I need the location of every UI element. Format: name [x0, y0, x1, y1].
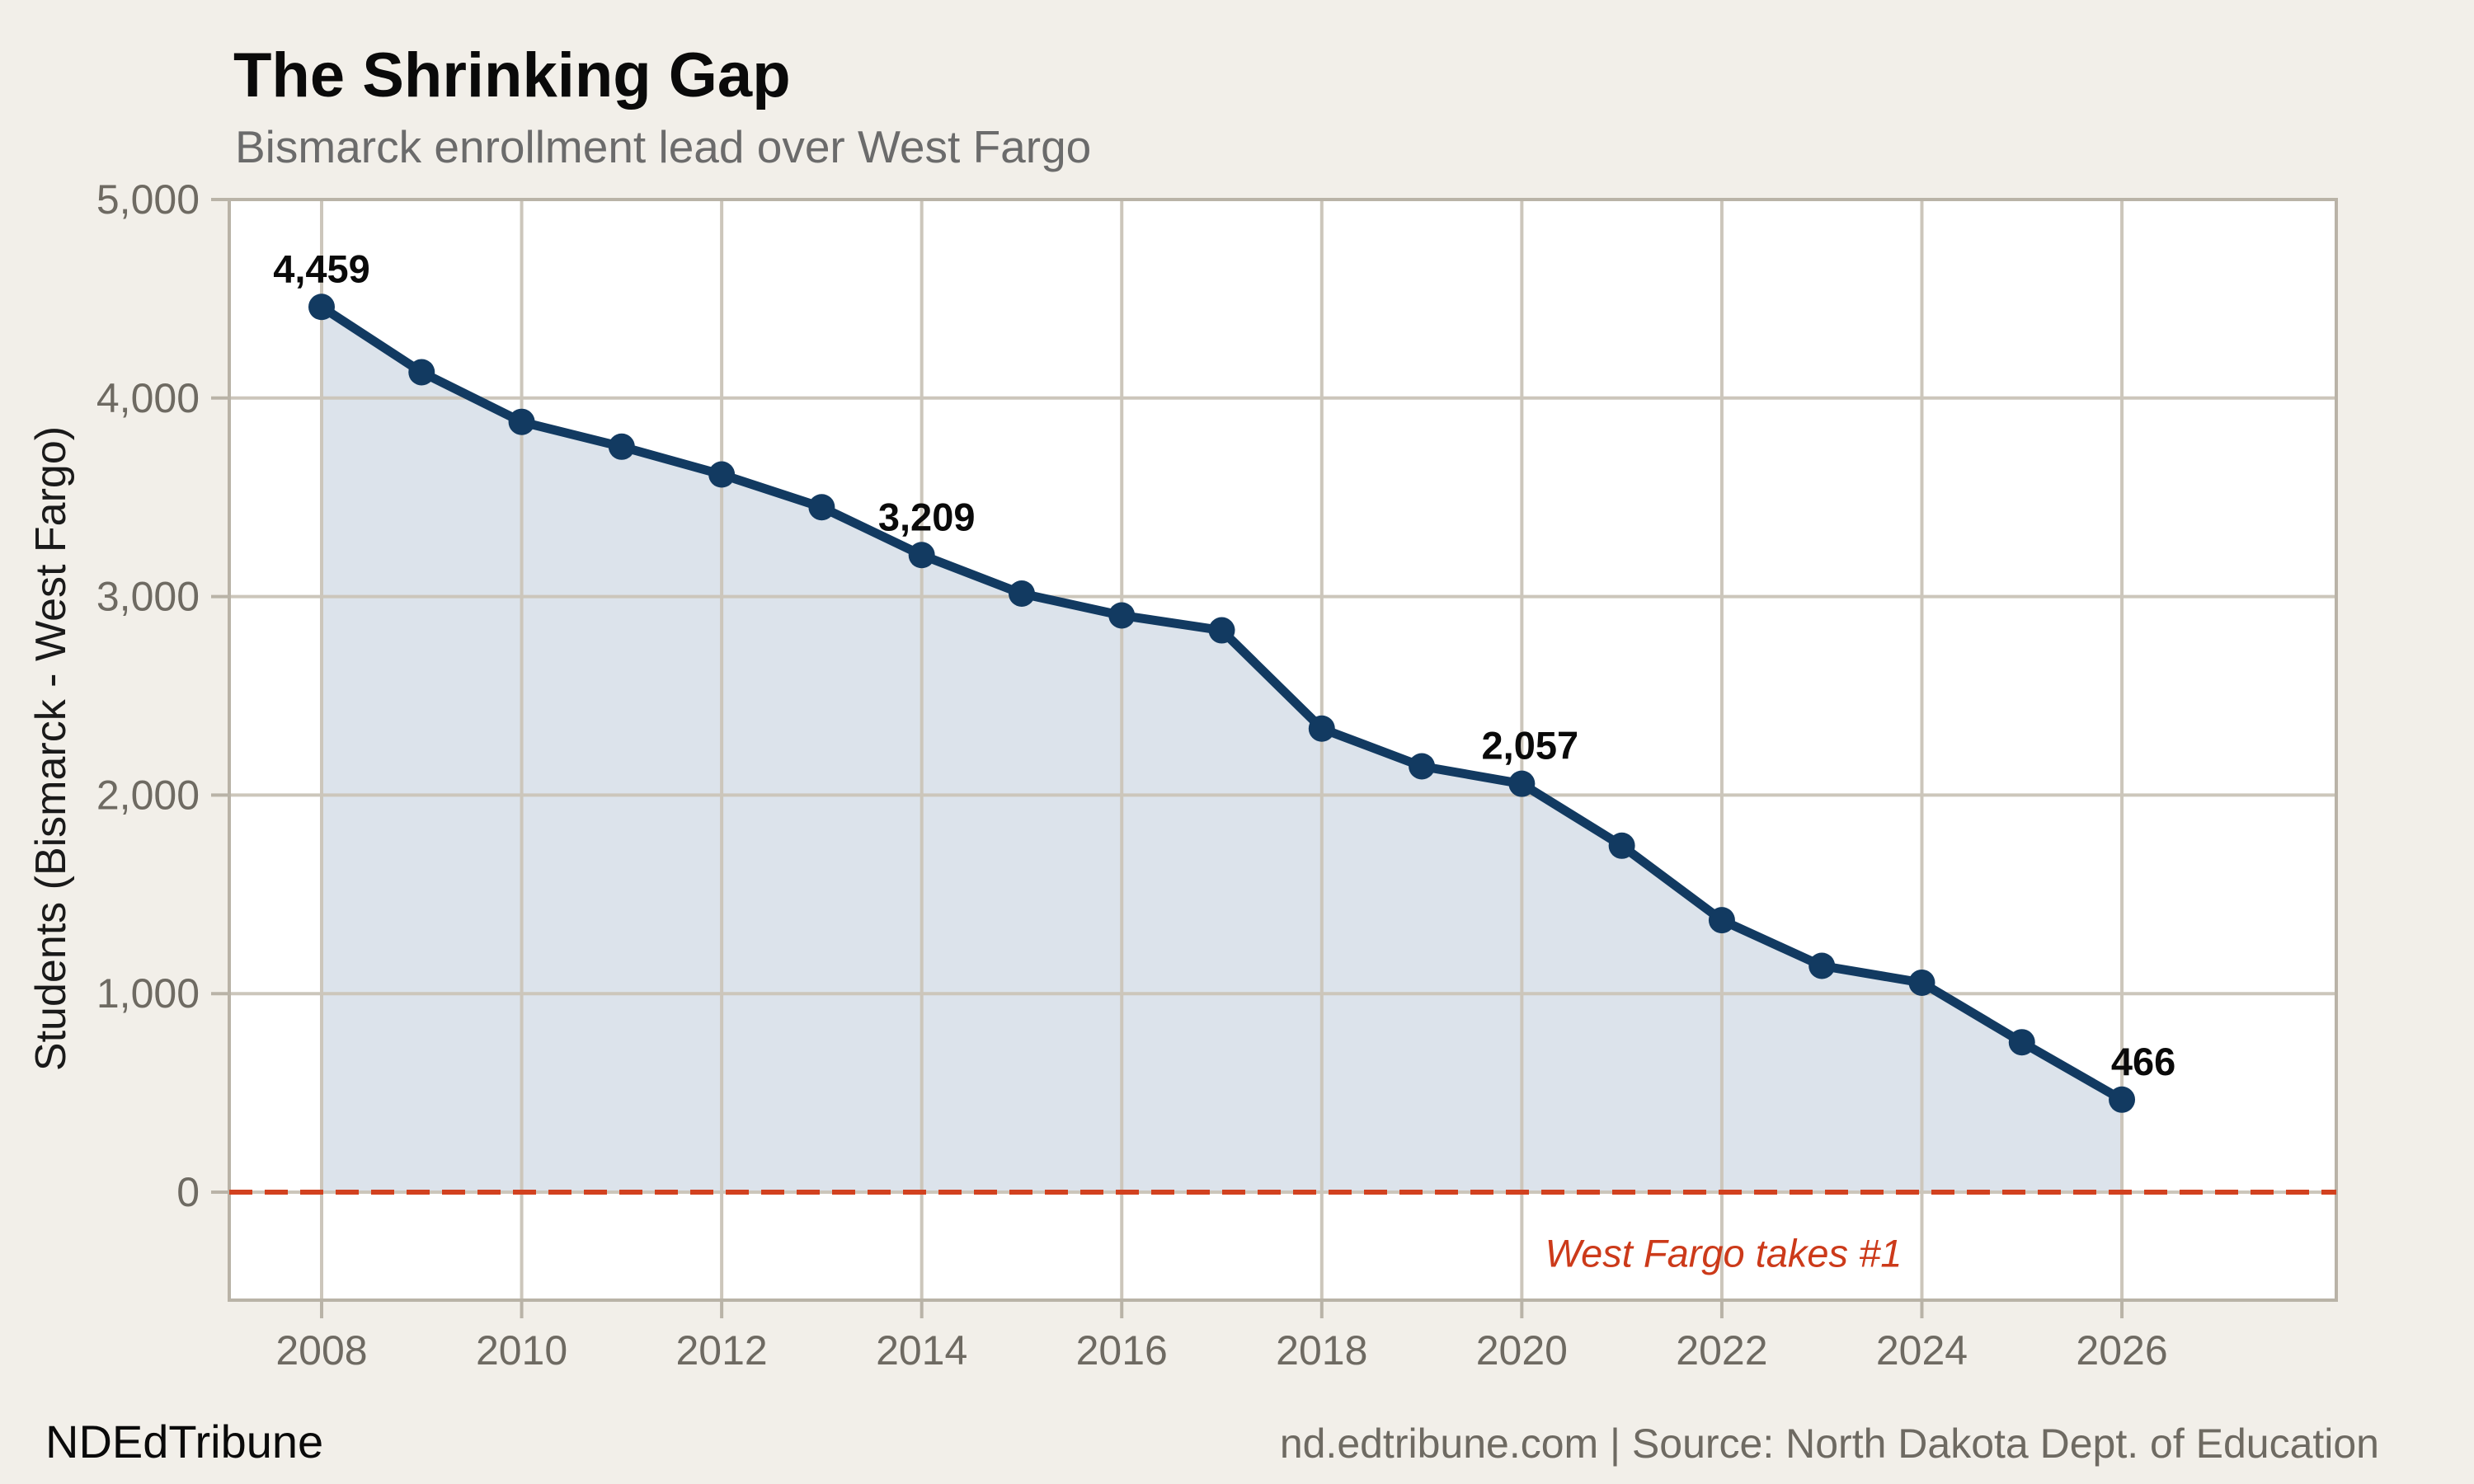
data-point: [1508, 770, 1536, 797]
y-tick-label: 0: [176, 1169, 200, 1215]
data-point: [2008, 1029, 2035, 1056]
data-point: [908, 542, 935, 569]
y-tick-label: 3,000: [96, 574, 200, 620]
data-point: [1608, 832, 1635, 859]
x-tick-label: 2022: [1676, 1327, 1767, 1374]
data-point: [1208, 617, 1235, 644]
x-tick-label: 2026: [2076, 1327, 2167, 1374]
y-tick-label: 5,000: [96, 176, 200, 223]
x-tick-label: 2024: [1876, 1327, 1968, 1374]
y-tick-label: 1,000: [96, 970, 200, 1017]
data-point: [1808, 952, 1836, 979]
data-point: [508, 408, 535, 435]
data-point: [708, 461, 736, 488]
data-point: [1008, 580, 1035, 607]
data-point: [1308, 715, 1335, 742]
page-title: The Shrinking Gap: [233, 40, 791, 110]
zero-line-annotation: West Fargo takes #1: [1545, 1231, 1903, 1275]
data-point-label: 4,459: [273, 247, 370, 290]
data-point: [308, 294, 335, 321]
data-point: [1108, 602, 1136, 629]
page-subtitle: Bismarck enrollment lead over West Fargo: [235, 121, 1092, 172]
footer-brand: NDEdTribune: [45, 1416, 324, 1468]
x-tick-label: 2012: [676, 1327, 768, 1374]
plot-border: [228, 198, 2338, 1302]
footer-source: nd.edtribune.com | Source: North Dakota …: [1279, 1421, 2379, 1467]
data-point: [2109, 1086, 2136, 1113]
x-tick-label: 2008: [275, 1327, 367, 1374]
y-tick-label: 2,000: [96, 772, 200, 818]
data-point-label: 2,057: [1482, 724, 1579, 768]
data-point: [1708, 907, 1735, 934]
x-tick-label: 2014: [876, 1327, 967, 1374]
data-point: [1908, 969, 1935, 996]
x-tick-label: 2020: [1476, 1327, 1568, 1374]
data-point-label: 3,209: [878, 495, 976, 538]
data-point: [608, 433, 635, 460]
x-tick-label: 2016: [1076, 1327, 1168, 1374]
y-axis-title: Students (Bismarck - West Fargo): [27, 425, 75, 1072]
x-tick-label: 2018: [1276, 1327, 1367, 1374]
y-tick-label: 4,000: [96, 375, 200, 421]
data-point-label: 466: [2111, 1040, 2175, 1083]
data-point: [808, 494, 835, 521]
data-point: [1409, 753, 1436, 780]
x-tick-label: 2010: [476, 1327, 567, 1374]
data-point: [408, 359, 435, 386]
area-fill: [322, 307, 2123, 1192]
